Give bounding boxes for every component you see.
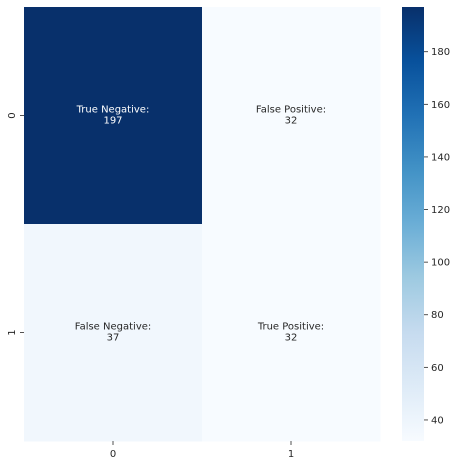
colorbar-tick-label: 180 (431, 47, 450, 58)
cell-annotation-1-0: False Negative: 37 (75, 322, 152, 344)
colorbar-tick-label: 100 (431, 258, 450, 269)
x-tick-label: 1 (288, 449, 294, 460)
colorbar-tick-label: 160 (431, 100, 450, 111)
cell-annotation-1-1: True Positive: 32 (257, 322, 324, 344)
y-tick-label: 0 (7, 112, 18, 118)
colorbar-tick-label: 140 (431, 152, 450, 163)
heatmap-cell-1-0 (24, 224, 203, 442)
colorbar-tick-label: 120 (431, 205, 450, 216)
colorbar-tick-label: 60 (431, 363, 444, 374)
heatmap-cell-0-0 (24, 7, 203, 225)
heatmap-cell-1-1 (202, 224, 381, 442)
cell-annotation-0-1: False Positive: 32 (256, 105, 326, 127)
heatmap-cell-0-1 (202, 7, 381, 225)
colorbar-tick-label: 80 (431, 310, 444, 321)
y-tick-label: 1 (7, 329, 18, 335)
colorbar-tick-label: 40 (431, 415, 444, 426)
x-tick-label: 0 (110, 449, 116, 460)
cell-annotation-0-0: True Negative: 197 (76, 105, 150, 127)
colorbar (402, 7, 424, 441)
